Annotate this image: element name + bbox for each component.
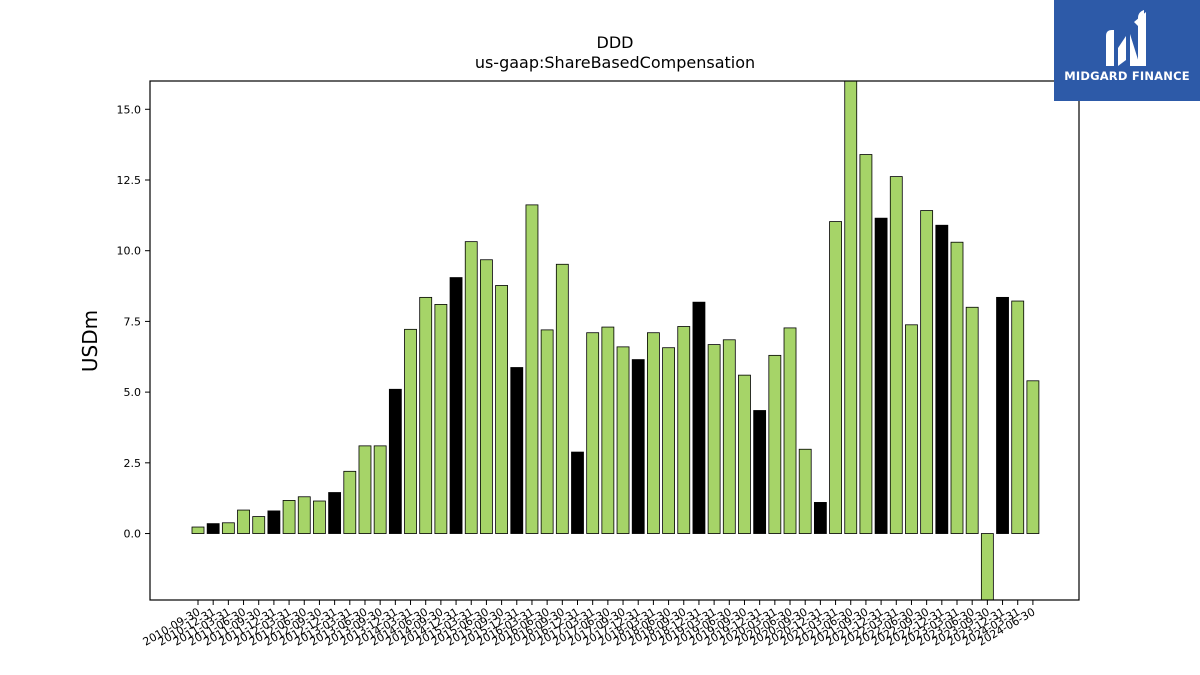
bar-2022-12-31 <box>935 224 949 534</box>
bar-2018-06-30 <box>662 347 675 534</box>
bar-2024-06-30 <box>1026 380 1040 534</box>
bar-2013-03-31 <box>343 470 357 534</box>
y-tick-label: 0.0 <box>124 528 142 541</box>
bar-2016-09-30 <box>555 263 569 534</box>
bar-2018-09-30 <box>677 326 691 534</box>
bar-2019-03-31 <box>707 344 721 534</box>
bar-2022-09-30 <box>920 210 934 534</box>
bar-2017-03-31 <box>586 332 600 534</box>
bar-2016-03-31 <box>525 204 539 534</box>
bar-2021-09-30 <box>859 154 873 534</box>
bar-2023-03-31 <box>950 241 964 534</box>
x-axis: 2010-09-302010-12-312011-03-312011-06-30… <box>141 600 1037 649</box>
bar-2015-06-30 <box>480 259 493 534</box>
bars-group <box>191 80 1040 601</box>
y-tick-label: 12.5 <box>117 174 142 187</box>
bar-2015-09-30 <box>495 285 509 534</box>
chart-subtitle: us-gaap:ShareBasedCompensation <box>475 53 755 72</box>
bar-2021-12-31 <box>874 217 888 534</box>
y-axis: 0.0 2.5 5.0 7.5 10.0 12.5 15.0 <box>117 103 150 541</box>
bar-2014-09-30 <box>434 304 448 534</box>
bar-2022-06-30 <box>905 324 918 534</box>
bar-2011-09-30 <box>252 516 266 534</box>
bar-2013-06-30 <box>358 445 372 534</box>
bar-2018-03-31 <box>647 332 660 534</box>
bar-2011-03-31 <box>221 522 235 534</box>
brand-name: MIDGARD FINANCE <box>1064 69 1190 83</box>
bar-2015-12-31 <box>510 367 524 534</box>
bar-2012-06-30 <box>297 496 311 534</box>
bar-2023-12-31 <box>996 296 1009 534</box>
bar-2012-12-31 <box>328 492 342 534</box>
bar-2015-03-31 <box>464 241 478 534</box>
midgard-finance-logo: MIDGARD FINANCE <box>1054 0 1200 101</box>
bar-2021-06-30 <box>844 80 858 534</box>
bar-2017-09-30 <box>616 346 630 534</box>
bar-2011-12-31 <box>267 510 281 534</box>
bar-2020-03-31 <box>768 354 782 534</box>
bar-2016-12-31 <box>571 451 584 534</box>
midgard-m-logo-icon <box>1106 10 1146 66</box>
bar-2010-12-31 <box>206 523 220 534</box>
bar-2012-03-31 <box>282 500 296 534</box>
bar-2020-09-30 <box>798 448 812 534</box>
bar-2022-03-31 <box>889 176 903 534</box>
bar-2019-06-30 <box>722 339 736 534</box>
bar-2017-12-31 <box>631 359 645 534</box>
y-tick-label: 5.0 <box>124 386 142 399</box>
bar-2018-12-31 <box>692 301 706 534</box>
bar-2014-03-31 <box>404 328 417 534</box>
bar-2013-12-31 <box>388 388 402 534</box>
bar-2014-06-30 <box>419 296 433 534</box>
bar-2021-03-31 <box>829 221 842 534</box>
y-tick-label: 2.5 <box>124 457 142 470</box>
bar-2019-12-31 <box>753 410 767 534</box>
bar-2013-09-30 <box>373 445 387 534</box>
plot-frame <box>149 80 1080 601</box>
bar-2020-06-30 <box>783 327 797 534</box>
bar-2016-06-30 <box>540 329 554 534</box>
y-axis-label: USDm <box>78 310 102 372</box>
bar-2010-09-30 <box>191 526 205 534</box>
y-tick-label: 7.5 <box>124 315 142 328</box>
bar-2011-06-30 <box>237 509 250 534</box>
bar-2019-09-30 <box>738 374 751 534</box>
bar-2020-12-31 <box>813 502 827 534</box>
y-tick-label: 15.0 <box>117 103 142 116</box>
bar-2012-09-30 <box>313 500 326 534</box>
bar-2024-03-31 <box>1011 300 1025 534</box>
bar-2017-06-30 <box>601 326 615 534</box>
y-tick-label: 10.0 <box>117 245 142 258</box>
bar-2023-09-30 <box>980 533 994 601</box>
chart-title: DDD <box>597 33 634 52</box>
bar-2014-12-31 <box>449 277 463 534</box>
bar-2023-06-30 <box>965 306 979 534</box>
